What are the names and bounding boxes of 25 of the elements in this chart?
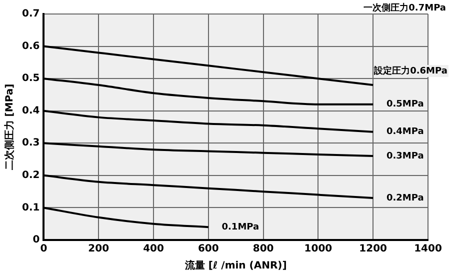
y-tick-label: 0.5 xyxy=(22,73,40,84)
x-tick-label: 1400 xyxy=(414,244,442,255)
series-label: 0.1MPa xyxy=(222,222,260,232)
series-label: 0.5MPa xyxy=(386,100,424,110)
y-tick-label: 0 xyxy=(32,234,40,246)
y-tick-label: 0.7 xyxy=(22,8,40,20)
y-tick-label: 0.3 xyxy=(22,138,40,149)
x-tick-label: 1000 xyxy=(304,244,332,255)
y-tick-label: 0.4 xyxy=(22,105,40,116)
y-tick-label: 0.1 xyxy=(22,202,40,214)
x-tick-label: 400 xyxy=(143,244,164,255)
y-tick-label: 0.2 xyxy=(22,170,40,182)
x-tick-label: 800 xyxy=(252,244,274,255)
series-label: 0.4MPa xyxy=(386,127,424,138)
series-label: 0.2MPa xyxy=(386,193,424,204)
text: 一次側圧力0.7MPa xyxy=(364,2,446,14)
x-tick-label: 1200 xyxy=(359,244,388,255)
x-tick-label: 600 xyxy=(198,244,219,255)
series-label: 0.3MPa xyxy=(386,151,424,162)
x-tick-label: 200 xyxy=(88,244,110,255)
x-axis-title: 流量 [ℓ /min (ANR)] xyxy=(184,260,287,272)
series-label: 設定圧力0.6MPa xyxy=(373,65,448,76)
x-tick-label: 0 xyxy=(40,244,48,255)
y-axis-title: 二次側圧力 [MPa] xyxy=(4,84,16,170)
y-tick-label: 0.6 xyxy=(22,40,40,52)
